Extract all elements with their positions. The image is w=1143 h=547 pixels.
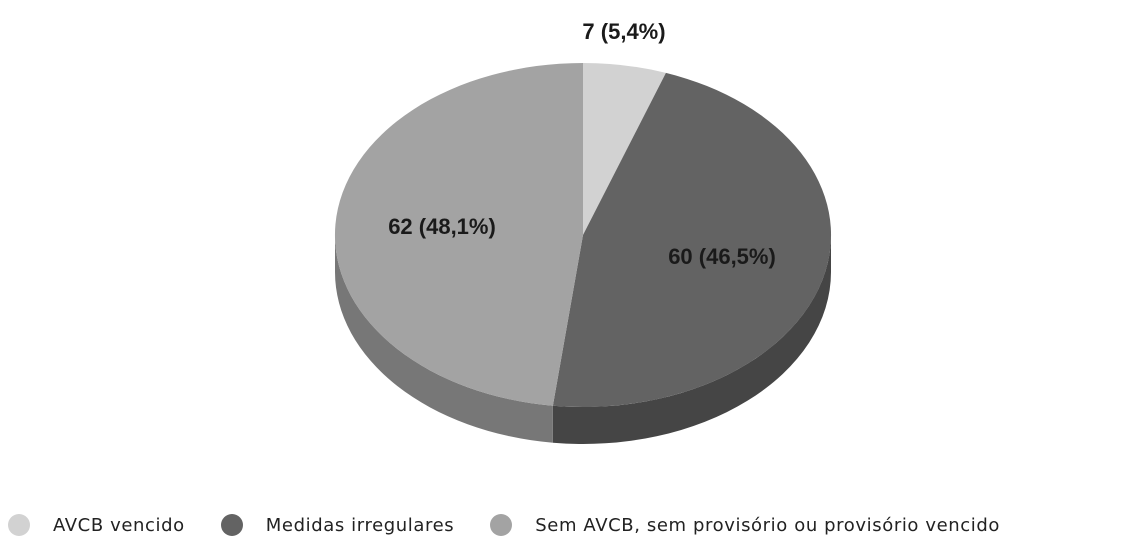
legend-item[interactable]: Sem AVCB, sem provisório ou provisório v… bbox=[490, 514, 1000, 536]
pie-slice[interactable] bbox=[334, 63, 583, 406]
pie-sides bbox=[335, 235, 832, 445]
slice-value-label: 7 (5,4%) bbox=[582, 19, 665, 44]
pie-slice[interactable] bbox=[583, 62, 666, 235]
legend-item[interactable]: Medidas irregulares bbox=[220, 514, 455, 536]
pie-slice-side bbox=[335, 235, 553, 443]
legend-label: Medidas irregulares bbox=[265, 514, 455, 536]
pie-tops bbox=[334, 62, 832, 408]
legend-label: Sem AVCB, sem provisório ou provisório v… bbox=[535, 514, 1001, 536]
pie-slice[interactable] bbox=[552, 72, 832, 408]
legend-label: AVCB vencido bbox=[53, 514, 185, 536]
pie-labels: 7 (5,4%) 60 (46,5%) 62 (48,1%) bbox=[388, 19, 776, 269]
legend: AVCB vencido Medidas irregulares Sem AVC… bbox=[8, 514, 1000, 536]
legend-swatch bbox=[490, 514, 513, 536]
pie-slice-side bbox=[552, 235, 832, 445]
legend-item[interactable]: AVCB vencido bbox=[8, 514, 185, 536]
legend-swatch bbox=[8, 514, 30, 536]
slice-value-label: 62 (48,1%) bbox=[388, 214, 496, 239]
legend-swatch bbox=[220, 514, 243, 536]
slice-value-label: 60 (46,5%) bbox=[668, 244, 776, 269]
pie-chart: 7 (5,4%) 60 (46,5%) 62 (48,1%) bbox=[334, 19, 832, 445]
